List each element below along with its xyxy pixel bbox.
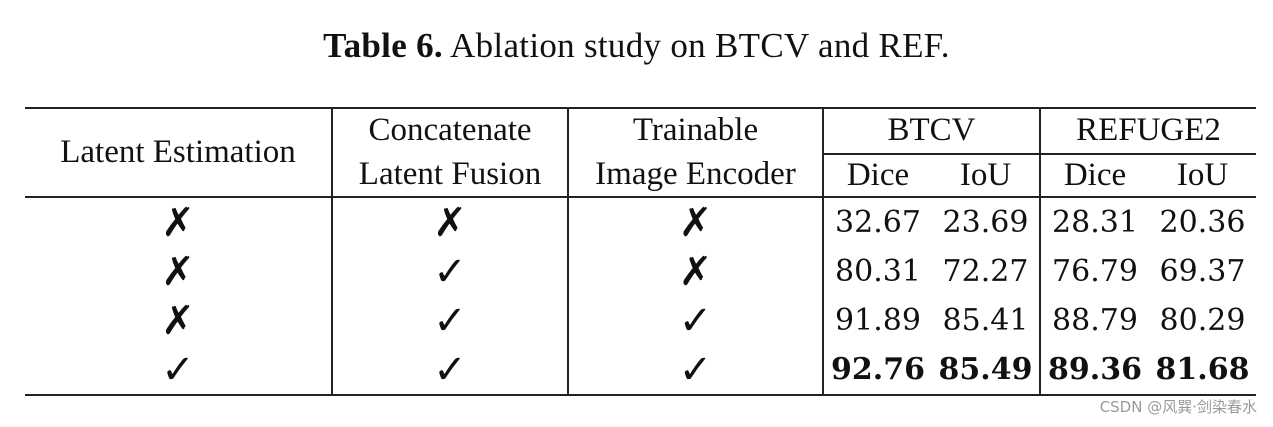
row1-btcv-dice: 32.67 (835, 205, 921, 240)
row4-latent-check-icon: ✓ (161, 346, 195, 393)
row2-concat-check-icon: ✓ (433, 248, 467, 295)
row2-trainable-cross-icon: ✗ (678, 248, 713, 295)
header-image-encoder: Image Encoder (595, 155, 796, 192)
top-rule (25, 107, 1256, 109)
row4-btcv-dice: 92.76 (831, 352, 925, 387)
header-btcv-iou: IoU (959, 156, 1012, 193)
row3-ref-iou: 80.29 (1159, 303, 1246, 338)
header-concatenate: Concatenate (368, 111, 532, 148)
col-divider-3 (822, 108, 824, 395)
row3-latent-cross-icon: ✗ (161, 297, 195, 344)
watermark: CSDN @风巽·剑染春水 (1099, 398, 1257, 416)
header-refuge2: REFUGE2 (1076, 111, 1221, 148)
row3-ref-dice: 88.79 (1052, 303, 1138, 338)
bottom-rule (25, 394, 1256, 396)
row4-ref-dice: 89.36 (1048, 352, 1142, 387)
col-divider-1 (331, 108, 333, 395)
caption-label: Table 6. (323, 26, 443, 65)
row1-ref-iou: 20.36 (1159, 205, 1246, 240)
header-ref-dice: Dice (1063, 156, 1127, 193)
row2-btcv-dice: 80.31 (835, 254, 921, 289)
header-latent-fusion: Latent Fusion (358, 155, 542, 192)
header-ref-iou: IoU (1176, 156, 1229, 193)
row3-trainable-check-icon: ✓ (678, 297, 713, 344)
row2-ref-iou: 69.37 (1159, 254, 1246, 289)
row4-trainable-check-icon: ✓ (678, 346, 713, 393)
header-rule (25, 196, 1256, 198)
row3-concat-check-icon: ✓ (433, 297, 467, 344)
table-caption: Table 6. Ablation study on BTCV and REF. (0, 26, 1273, 66)
row1-btcv-iou: 23.69 (942, 205, 1029, 240)
header-btcv-dice: Dice (846, 156, 910, 193)
row4-concat-check-icon: ✓ (433, 346, 467, 393)
row4-btcv-iou: 85.49 (938, 352, 1033, 387)
col-divider-4 (1039, 108, 1041, 395)
row2-latent-cross-icon: ✗ (161, 248, 195, 295)
row1-ref-dice: 28.31 (1052, 205, 1138, 240)
row2-btcv-iou: 72.27 (942, 254, 1029, 289)
header-trainable: Trainable (632, 111, 759, 148)
header-btcv: BTCV (887, 111, 976, 148)
row1-latent-cross-icon: ✗ (161, 199, 195, 246)
col-divider-2 (567, 108, 569, 395)
row2-ref-dice: 76.79 (1052, 254, 1138, 289)
header-latent-estimation: Latent Estimation (60, 133, 296, 170)
row1-trainable-cross-icon: ✗ (678, 199, 713, 246)
row4-ref-iou: 81.68 (1155, 352, 1250, 387)
caption-text: Ablation study on BTCV and REF. (442, 26, 950, 65)
row1-concat-cross-icon: ✗ (433, 199, 467, 246)
row3-btcv-dice: 91.89 (835, 303, 921, 338)
row3-btcv-iou: 85.41 (942, 303, 1029, 338)
